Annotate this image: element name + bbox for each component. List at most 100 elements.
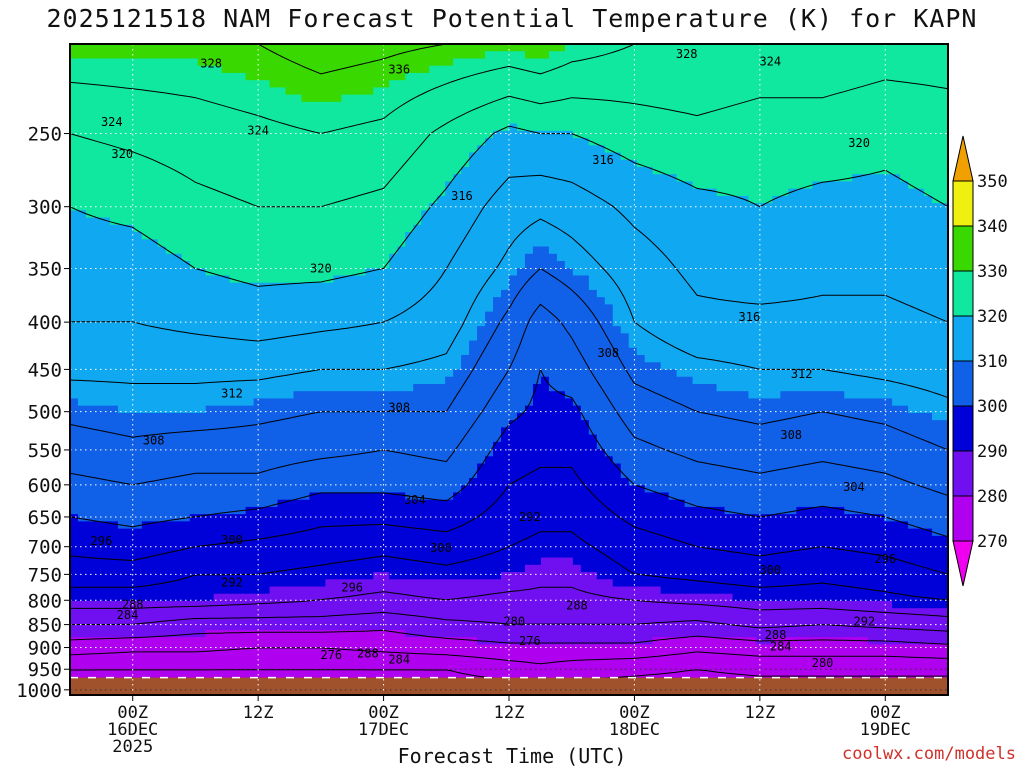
field-cell — [309, 261, 319, 269]
field-cell — [437, 608, 446, 617]
field-cell — [197, 355, 207, 363]
field-cell — [269, 275, 279, 284]
field-cell — [221, 427, 231, 436]
field-cell — [229, 420, 239, 428]
field-cell — [405, 391, 414, 400]
field-cell — [429, 499, 438, 508]
field-cell — [70, 528, 79, 537]
field-cell — [357, 600, 366, 609]
field-cell — [397, 506, 406, 515]
field-cell — [325, 51, 334, 60]
field-cell — [421, 391, 430, 400]
field-cell — [109, 600, 119, 609]
field-cell — [77, 608, 87, 617]
field-cell — [453, 289, 462, 298]
field-cell — [125, 499, 135, 508]
field-cell — [197, 174, 207, 183]
field-cell — [309, 543, 319, 551]
field-cell — [509, 159, 518, 168]
field-cell — [477, 478, 486, 486]
field-cell — [77, 470, 87, 479]
field-cell — [453, 188, 462, 197]
field-cell — [397, 166, 406, 175]
field-cell — [277, 326, 287, 334]
field-cell — [165, 101, 175, 110]
field-cell — [109, 51, 119, 60]
field-cell — [125, 166, 135, 175]
field-cell — [317, 637, 327, 645]
field-cell — [477, 152, 486, 161]
field-cell — [277, 564, 287, 573]
field-cell — [253, 658, 263, 667]
field-cell — [501, 195, 510, 204]
field-cell — [85, 391, 95, 400]
field-cell — [165, 412, 175, 421]
field-cell — [109, 188, 119, 197]
field-cell — [181, 65, 191, 74]
field-cell — [365, 109, 374, 117]
field-cell — [365, 44, 374, 52]
field-cell — [85, 506, 95, 515]
field-cell — [317, 543, 327, 551]
field-cell — [293, 210, 303, 219]
field-cell — [381, 528, 390, 537]
field-cell — [293, 658, 303, 667]
field-cell — [189, 521, 199, 530]
field-cell — [173, 282, 183, 291]
field-cell — [149, 608, 159, 617]
field-cell — [397, 268, 406, 277]
field-cell — [269, 268, 279, 277]
field-cell — [437, 579, 446, 588]
field-cell — [141, 391, 151, 400]
field-cell — [453, 145, 462, 154]
field-cell — [245, 203, 255, 211]
field-cell — [133, 572, 143, 580]
field-cell — [157, 514, 167, 522]
field-cell — [333, 535, 342, 544]
field-cell — [189, 253, 199, 262]
field-cell — [485, 326, 494, 334]
field-cell — [109, 405, 119, 414]
field-cell — [85, 593, 95, 602]
field-cell — [93, 347, 103, 356]
field-cell — [357, 109, 366, 117]
field-cell — [165, 622, 175, 631]
field-cell — [93, 268, 103, 277]
field-cell — [493, 123, 502, 132]
field-cell — [221, 463, 231, 472]
field-cell — [277, 535, 287, 544]
field-cell — [189, 340, 199, 349]
field-cell — [365, 514, 374, 522]
field-cell — [165, 391, 175, 400]
field-cell — [117, 210, 127, 219]
field-cell — [197, 289, 207, 298]
field-cell — [341, 369, 350, 378]
field-cell — [373, 593, 382, 602]
field-cell — [301, 586, 311, 595]
field-cell — [205, 152, 215, 161]
field-cell — [357, 217, 366, 226]
field-cell — [325, 203, 334, 211]
field-cell — [261, 412, 271, 421]
field-cell — [285, 188, 295, 197]
field-cell — [357, 188, 366, 197]
field-cell — [325, 651, 334, 660]
field-cell — [213, 80, 223, 88]
field-cell — [285, 398, 295, 407]
field-cell — [317, 586, 327, 595]
field-cell — [381, 333, 390, 342]
field-cell — [341, 637, 350, 645]
field-cell — [149, 637, 159, 645]
field-cell — [437, 195, 446, 204]
field-cell — [261, 289, 271, 298]
field-cell — [93, 449, 103, 457]
field-cell — [349, 246, 358, 255]
field-cell — [70, 239, 79, 248]
field-cell — [325, 224, 334, 233]
field-cell — [381, 506, 390, 515]
field-cell — [245, 485, 255, 494]
field-cell — [301, 629, 311, 638]
field-cell — [365, 326, 374, 334]
field-cell — [277, 629, 287, 638]
field-cell — [197, 514, 207, 522]
